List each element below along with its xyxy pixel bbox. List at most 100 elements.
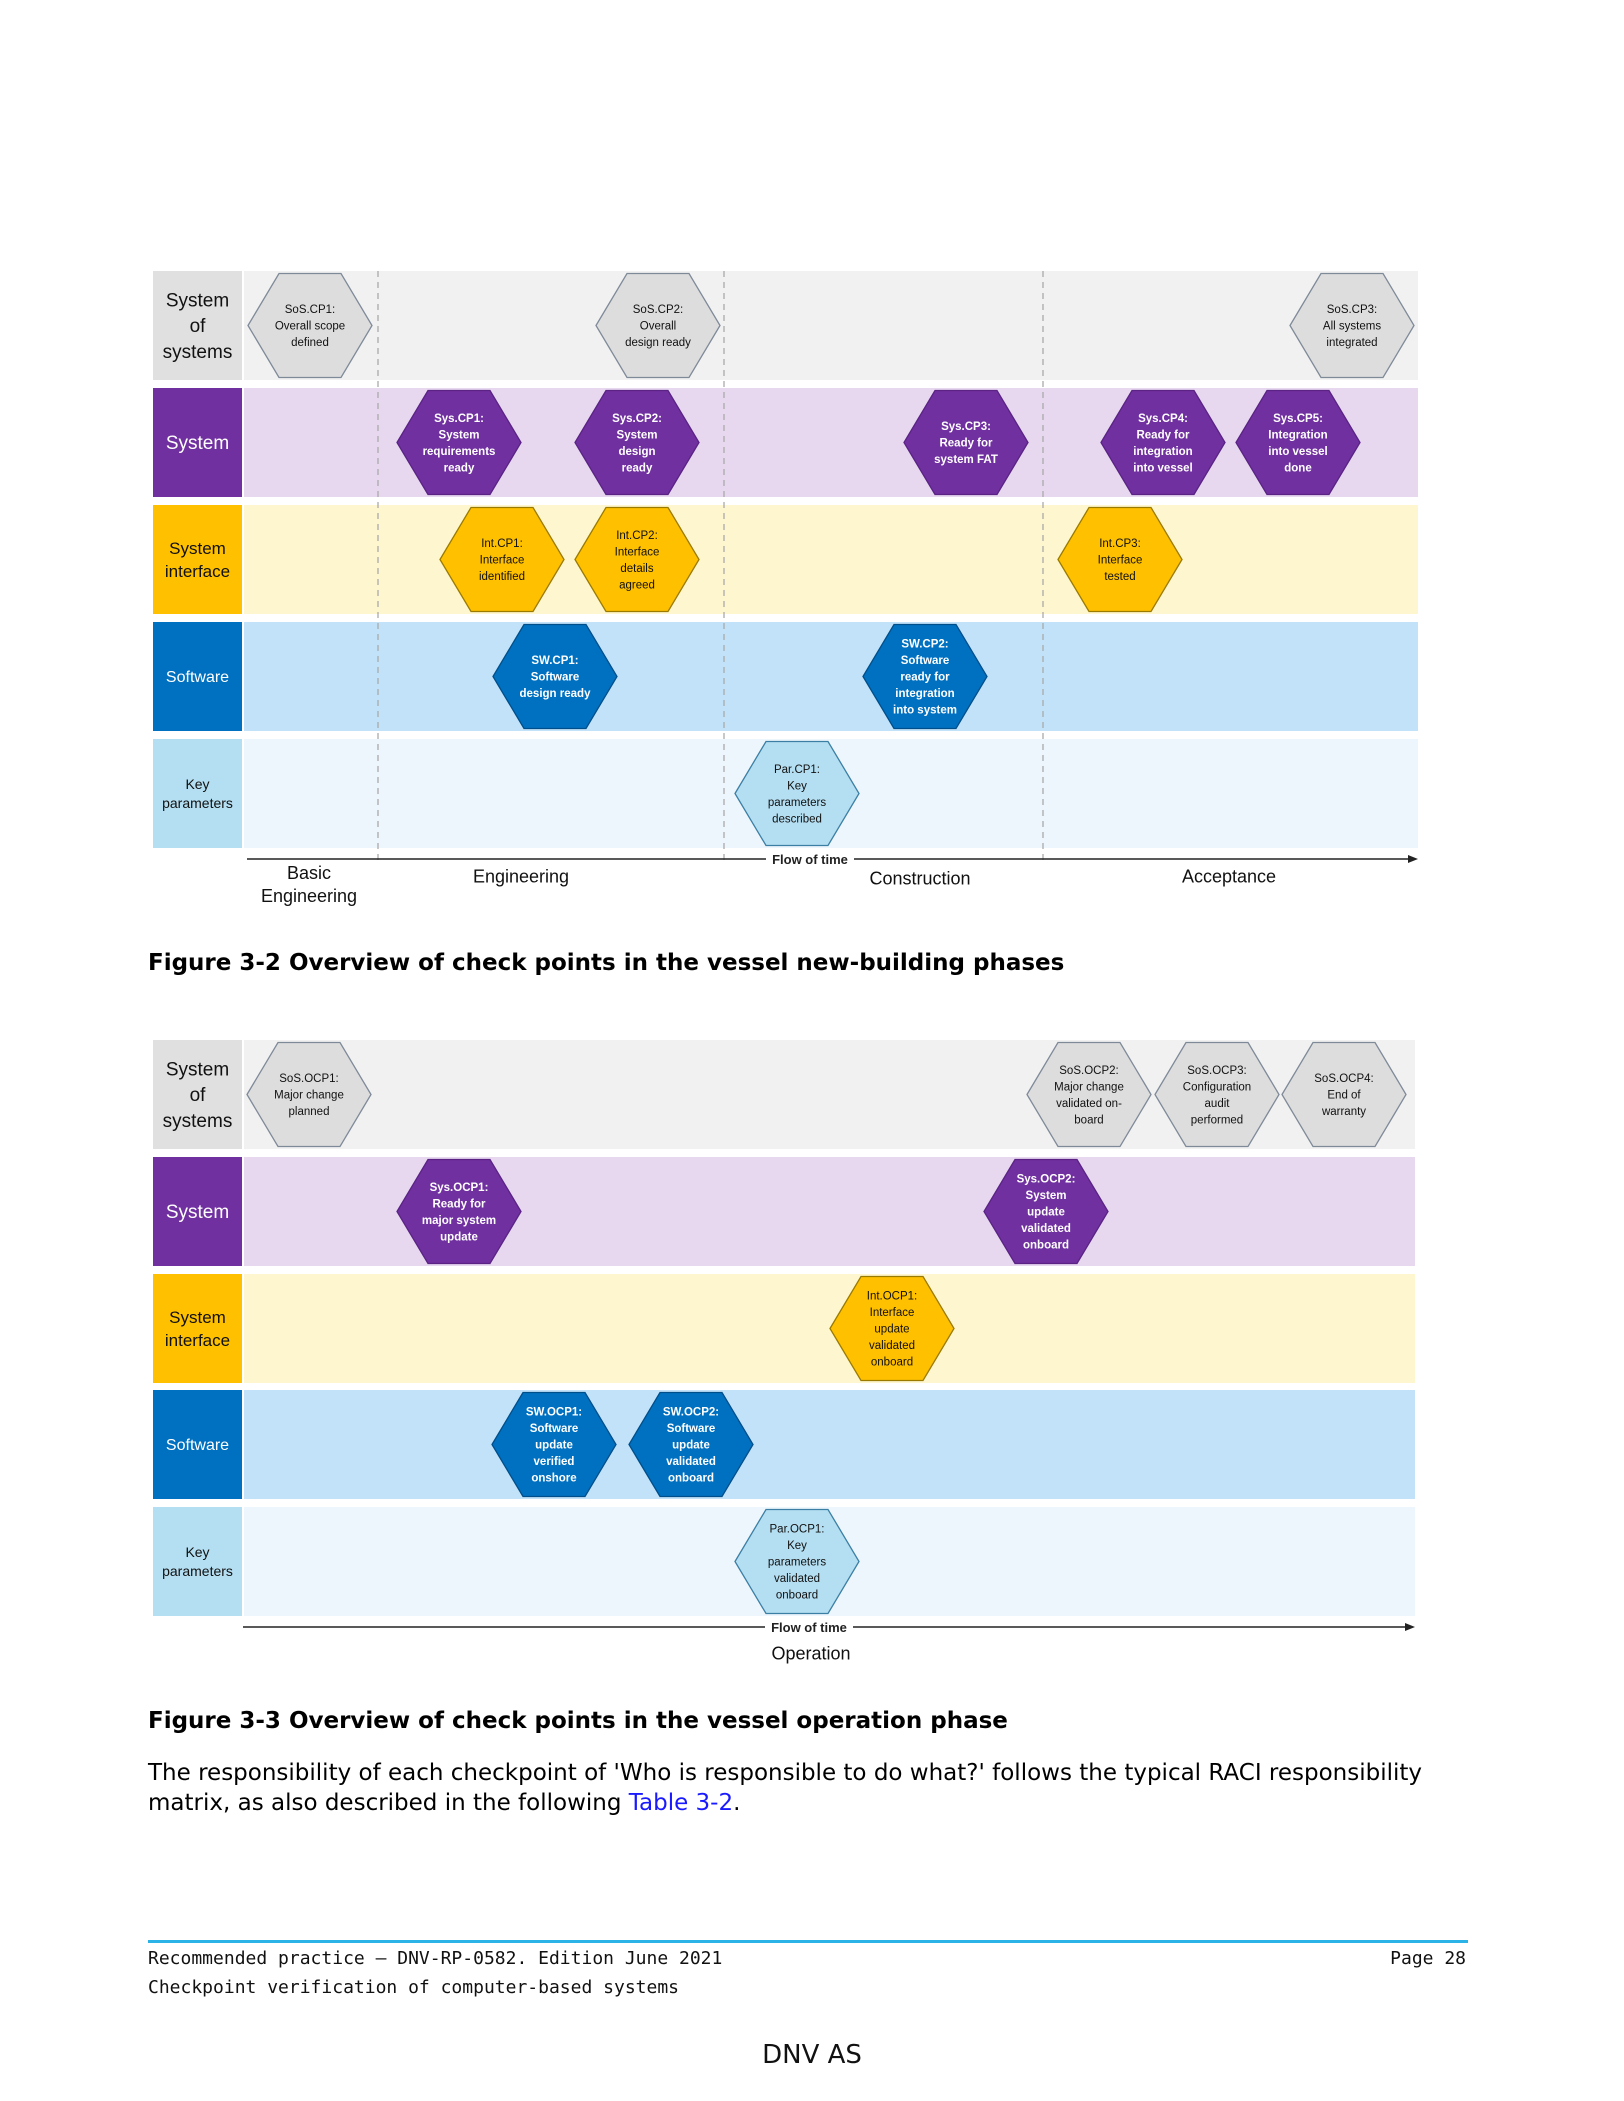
table-3-2-link[interactable]: Table 3-2 <box>628 1790 734 1816</box>
figure-3-3-caption: Figure 3-3 Overview of check points in t… <box>148 1708 1008 1734</box>
checkpoint-hexagon: Int.CP3: Interface tested <box>1057 506 1183 613</box>
checkpoint-label-line: update <box>535 1440 573 1452</box>
checkpoint-hexagon: SoS.CP3: All systems integrated <box>1289 272 1415 379</box>
checkpoint-label-line: identified <box>479 571 525 583</box>
lane-label: System interface <box>165 1308 230 1350</box>
checkpoint-label-line: tested <box>1104 571 1135 583</box>
checkpoint-label-line: Int.CP1: <box>481 538 523 550</box>
checkpoint-label-line: Overall <box>640 321 676 333</box>
checkpoint-hexagon: Int.OCP1: Interface update validated onboard <box>829 1275 955 1382</box>
checkpoint-hexagon: Sys.OCP2: System update validated onboard <box>983 1158 1109 1265</box>
checkpoint-label-line: Key <box>787 1540 807 1552</box>
checkpoint-label-line: Sys.OCP2: <box>1017 1174 1076 1186</box>
checkpoint-label-line: onboard <box>871 1357 913 1369</box>
lane-label-line: parameters <box>162 1563 233 1579</box>
checkpoint-hexagon: Sys.CP3: Ready for system FAT <box>903 389 1029 496</box>
checkpoint-label: Par.CP1: Key parameters described <box>768 764 826 826</box>
lane-label-line: Key <box>185 1544 209 1560</box>
checkpoint-label: Int.OCP1: Interface update validated onboard <box>867 1291 918 1369</box>
checkpoint-label-line: into system <box>893 705 957 717</box>
lane-label-box <box>153 1040 242 1149</box>
checkpoint-shape <box>574 506 700 613</box>
checkpoint-label: SoS.OCP3: Configuration audit performed <box>1183 1065 1251 1127</box>
lane-band <box>244 622 1418 731</box>
checkpoint-shape <box>1154 1041 1280 1148</box>
checkpoint-label-line: Software <box>531 672 580 684</box>
lane-label-line: interface <box>165 1331 230 1350</box>
checkpoint-label-line: ready <box>622 462 653 474</box>
checkpoint-label-line: SoS.OCP2: <box>1059 1065 1118 1077</box>
lane-label-line: of <box>190 1085 207 1106</box>
lane-label: System <box>166 433 229 454</box>
lane-label: System <box>166 1202 229 1223</box>
checkpoint-shape <box>829 1275 955 1382</box>
checkpoint-label-line: SoS.OCP3: <box>1187 1065 1246 1077</box>
checkpoint-shape <box>1100 389 1226 496</box>
checkpoint-label-line: ready for <box>900 672 950 684</box>
checkpoint-label-line: integration <box>1133 446 1192 458</box>
checkpoint-label-line: system FAT <box>934 454 998 466</box>
checkpoint-label: Sys.OCP1: Ready for major system update <box>422 1182 496 1244</box>
checkpoint-label: Sys.CP3: Ready for system FAT <box>934 421 998 466</box>
phase-label-line: Operation <box>771 1643 850 1663</box>
lane-label: System of systems <box>163 291 233 363</box>
checkpoint-label: SW.CP2: Software ready for integration into … <box>893 639 957 717</box>
checkpoint-label: SoS.CP1: Overall scope defined <box>275 304 345 349</box>
checkpoint-label: Sys.CP5: Integration into vessel done <box>1268 413 1327 475</box>
checkpoint-hexagon: Sys.CP2: System design ready <box>574 389 700 496</box>
checkpoint-label-line: Software <box>530 1423 579 1435</box>
checkpoint-label-line: validated on- <box>1056 1098 1122 1110</box>
phase-label: Basic Engineering <box>261 863 357 906</box>
lane-label-line: System <box>166 291 229 312</box>
lane-label-line: interface <box>165 562 230 581</box>
checkpoint-hexagon: Sys.OCP1: Ready for major system update <box>396 1158 522 1265</box>
lane-label-box <box>153 739 242 848</box>
checkpoint-label-line: verified <box>534 1456 575 1468</box>
checkpoint-label-line: Sys.CP1: <box>434 413 484 425</box>
checkpoint-label-line: System <box>617 429 658 441</box>
checkpoint-label-line: validated <box>869 1340 915 1352</box>
checkpoint-label-line: performed <box>1191 1114 1243 1126</box>
flow-axis-arrow <box>1405 1623 1415 1631</box>
checkpoint-shape <box>862 623 988 730</box>
checkpoint-shape <box>396 1158 522 1265</box>
phase-label-line: Engineering <box>473 866 569 886</box>
lane-label-line: Key <box>185 776 209 792</box>
checkpoint-hexagon: Par.OCP1: Key parameters validated onboard <box>734 1508 860 1615</box>
checkpoint-shape <box>595 272 721 379</box>
checkpoint-label: Int.CP2: Interface details agreed <box>615 530 660 592</box>
lane-label-box <box>153 1274 242 1383</box>
checkpoint-hexagon: Int.CP2: Interface details agreed <box>574 506 700 613</box>
checkpoint-hexagon: SoS.OCP1: Major change planned <box>246 1041 372 1148</box>
checkpoint-shape <box>1281 1041 1407 1148</box>
checkpoint-hexagon: SoS.OCP2: Major change validated on-board <box>1026 1041 1152 1148</box>
checkpoint-label: Int.CP3: Interface tested <box>1098 538 1143 583</box>
paragraph-end: . <box>733 1790 741 1816</box>
checkpoint-label-line: Sys.OCP1: <box>430 1182 489 1194</box>
checkpoint-label-line: warranty <box>1321 1106 1366 1118</box>
lane-label-box <box>153 271 242 380</box>
checkpoint-label-line: Major change <box>1054 1081 1124 1093</box>
flow-of-time-label: Flow of time <box>771 1620 847 1635</box>
checkpoint-hexagon: SoS.OCP3: Configuration audit performed <box>1154 1041 1280 1148</box>
lane-label-box <box>153 1157 242 1266</box>
checkpoint-hexagon: Sys.CP5: Integration into vessel done <box>1235 389 1361 496</box>
checkpoint-label-line: Int.CP3: <box>1099 538 1141 550</box>
lane-band <box>244 271 1418 380</box>
checkpoint-shape <box>492 623 618 730</box>
checkpoint-label-line: requirements <box>423 446 496 458</box>
checkpoint-label: SW.CP1: Software design ready <box>520 655 592 700</box>
checkpoint-label-line: SoS.CP3: <box>1327 304 1378 316</box>
lane-label-line: System <box>166 1202 229 1223</box>
phase-label: Operation <box>771 1643 850 1663</box>
checkpoint-label: SW.OCP2: Software update validated onboard <box>663 1407 719 1485</box>
checkpoint-label-line: SW.CP2: <box>901 639 948 651</box>
checkpoint-label-line: Interface <box>870 1307 915 1319</box>
checkpoint-label: Int.CP1: Interface identified <box>479 538 525 583</box>
checkpoint-label: SoS.OCP4: End of warranty <box>1314 1073 1373 1118</box>
checkpoint-label-line: Ready for <box>1136 429 1190 441</box>
lane-label-box <box>153 1390 242 1499</box>
phase-label: Acceptance <box>1182 866 1276 886</box>
checkpoint-label-line: onboard <box>776 1590 818 1602</box>
